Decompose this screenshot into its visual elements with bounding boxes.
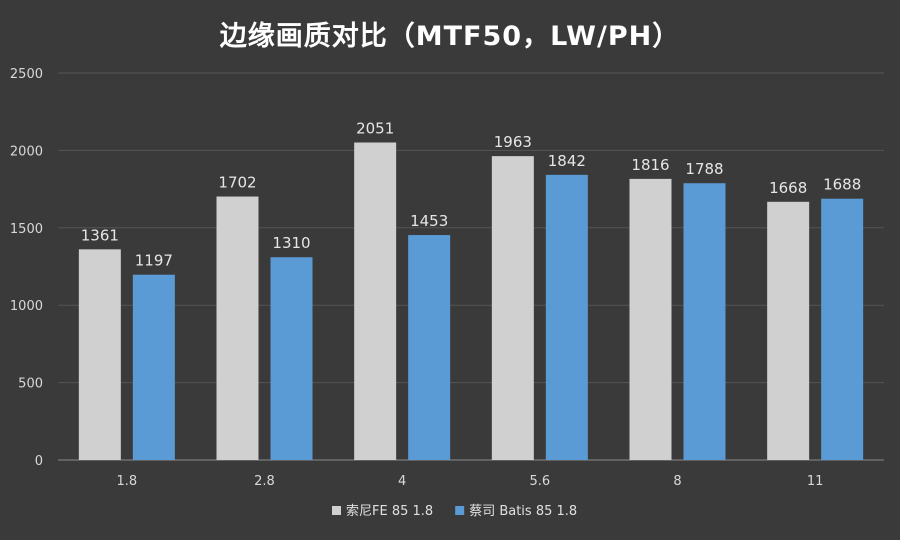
- legend-label: 索尼FE 85 1.8: [346, 504, 433, 519]
- data-label: 1816: [631, 156, 669, 174]
- data-label: 2051: [356, 120, 394, 138]
- bar-sony: [354, 142, 397, 461]
- bar-sony: [767, 201, 810, 461]
- y-tick-label: 0: [35, 454, 43, 469]
- bar-batis: [821, 198, 864, 460]
- data-label: 1453: [410, 212, 448, 230]
- y-tick-label: 2500: [10, 67, 43, 82]
- data-label: 1668: [769, 179, 807, 197]
- x-tick-label: 2.8: [254, 474, 275, 489]
- bar-sony: [491, 156, 534, 460]
- bar-batis: [408, 235, 451, 460]
- y-tick-label: 2000: [10, 144, 43, 159]
- bar-sony: [629, 178, 672, 461]
- x-tick-label: 8: [673, 474, 681, 489]
- bar-sony: [78, 249, 121, 460]
- bar-sony: [216, 196, 259, 460]
- bar-batis: [132, 274, 175, 460]
- data-label: 1963: [494, 133, 532, 151]
- x-tick-label: 5.6: [529, 474, 550, 489]
- y-tick-label: 500: [18, 377, 43, 392]
- bar-batis: [270, 257, 313, 460]
- data-label: 1197: [135, 252, 173, 270]
- bar-batis: [683, 183, 726, 461]
- data-label: 1361: [81, 226, 119, 244]
- y-tick-label: 1500: [10, 222, 43, 237]
- bar-batis: [545, 174, 588, 460]
- data-label: 1688: [823, 176, 861, 194]
- legend-swatch: [332, 506, 341, 515]
- data-label: 1702: [218, 174, 256, 192]
- legend-swatch: [455, 506, 465, 515]
- x-tick-label: 4: [398, 474, 406, 489]
- data-label: 1788: [685, 160, 723, 178]
- legend-label: 蔡司 Batis 85 1.8: [469, 504, 577, 519]
- chart-title: 边缘画质对比（MTF50，LW/PH）: [219, 21, 681, 52]
- y-tick-label: 1000: [10, 299, 43, 314]
- x-tick-label: 11: [807, 474, 824, 489]
- x-tick-label: 1.8: [116, 474, 137, 489]
- data-label: 1310: [272, 234, 310, 252]
- data-label: 1842: [548, 152, 586, 170]
